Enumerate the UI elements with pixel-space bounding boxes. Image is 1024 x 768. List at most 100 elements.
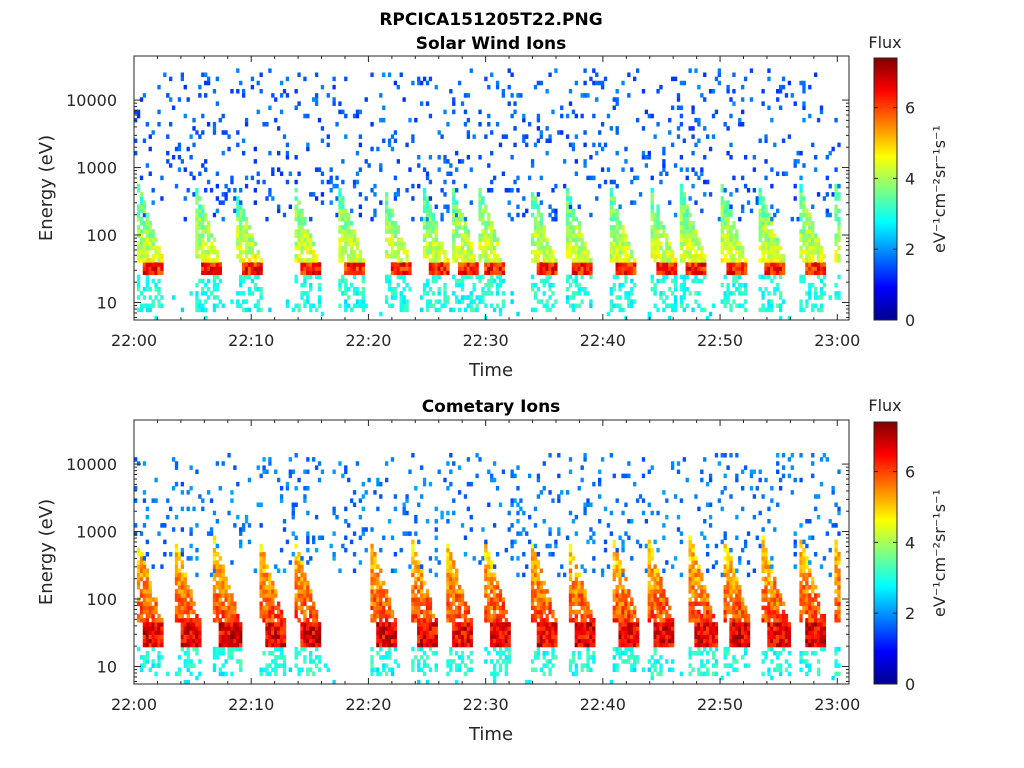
heatmap-cell [148, 589, 152, 594]
heatmap-cell [492, 249, 497, 255]
heatmap-cell [282, 212, 287, 218]
heatmap-cell [338, 249, 342, 255]
heatmap-cell [492, 175, 497, 181]
heatmap-cell [329, 167, 333, 172]
heatmap-cell [545, 613, 549, 619]
heatmap-cell [414, 593, 418, 598]
heatmap-cell [530, 233, 535, 238]
heatmap-cell [425, 249, 430, 255]
heatmap-cell [668, 258, 672, 263]
heatmap-cell [390, 622, 395, 627]
heatmap-cell [735, 287, 739, 292]
heatmap-cell [422, 671, 427, 677]
heatmap-cell [297, 241, 301, 247]
heatmap-cell [215, 552, 220, 557]
heatmap-cell [595, 97, 599, 102]
heatmap-cell [694, 200, 698, 205]
heatmap-cell [417, 572, 421, 578]
heatmap-cell [516, 204, 520, 210]
heatmap-cell [609, 245, 614, 251]
heatmap-cell [492, 270, 497, 276]
heatmap-cell [329, 179, 333, 185]
heatmap-cell [180, 72, 185, 78]
heatmap-cell [682, 196, 686, 201]
heatmap-cell [384, 216, 389, 222]
heatmap-cell [565, 212, 570, 218]
heatmap-cell [495, 597, 500, 602]
heatmap-cell [694, 278, 698, 284]
heatmap-cell [743, 282, 748, 288]
heatmap-cell [382, 667, 386, 673]
heatmap-cell [256, 465, 260, 470]
heatmap-cell [495, 258, 500, 263]
heatmap-cell [650, 225, 654, 230]
heatmap-cell [650, 233, 654, 238]
heatmap-cell [361, 278, 365, 284]
x-axis-label: Time [468, 360, 513, 381]
heatmap-cell [294, 241, 298, 247]
heatmap-cell [390, 212, 395, 218]
heatmap-cell [148, 295, 152, 300]
heatmap-cell [609, 258, 614, 263]
heatmap-cell [662, 146, 666, 152]
heatmap-cell [411, 539, 415, 545]
heatmap-cell [425, 613, 430, 619]
heatmap-cell [703, 126, 707, 131]
heatmap-cell [723, 122, 727, 127]
heatmap-cell [455, 299, 459, 304]
heatmap-cell [811, 245, 815, 251]
heatmap-cell [312, 630, 316, 635]
heatmap-cell [300, 295, 304, 300]
heatmap-cell [612, 303, 616, 309]
heatmap-cell [259, 601, 263, 607]
heatmap-cell [189, 155, 193, 160]
heatmap-cell [609, 204, 614, 210]
heatmap-cell [253, 282, 257, 288]
heatmap-cell [484, 245, 488, 251]
heatmap-cell [443, 295, 447, 300]
heatmap-cell [393, 646, 398, 652]
heatmap-cell [341, 225, 345, 230]
heatmap-cell [776, 262, 780, 267]
heatmap-cell [215, 585, 220, 590]
heatmap-cell [198, 134, 202, 139]
heatmap-cell [384, 622, 389, 627]
heatmap-cell [463, 258, 468, 263]
heatmap-cell [670, 303, 675, 309]
heatmap-cell [469, 626, 473, 631]
heatmap-cell [239, 254, 243, 259]
heatmap-cell [414, 597, 418, 602]
heatmap-cell [717, 80, 721, 86]
heatmap-cell [455, 630, 459, 635]
heatmap-cell [790, 216, 794, 222]
heatmap-cell [615, 208, 619, 214]
heatmap-cell [204, 270, 208, 276]
heatmap-cell [236, 212, 240, 218]
heatmap-cell [723, 233, 727, 238]
heatmap-cell [533, 560, 538, 565]
heatmap-cell [530, 667, 535, 673]
heatmap-cell [577, 245, 581, 251]
heatmap-cell [239, 212, 243, 218]
heatmap-cell [650, 237, 654, 243]
heatmap-cell [306, 638, 310, 644]
heatmap-cell [527, 514, 532, 520]
heatmap-cell [501, 134, 506, 139]
heatmap-cell [405, 498, 409, 503]
heatmap-cell [492, 667, 497, 673]
heatmap-cell [659, 245, 663, 251]
heatmap-cell [685, 287, 689, 292]
heatmap-cell [189, 626, 193, 631]
heatmap-cell [428, 626, 433, 631]
heatmap-cell [735, 258, 739, 263]
heatmap-cell [355, 109, 360, 115]
heatmap-cell [615, 245, 619, 251]
heatmap-cell [195, 630, 199, 635]
heatmap-cell [492, 278, 497, 284]
heatmap-cell [758, 307, 762, 313]
heatmap-cell [574, 113, 578, 119]
heatmap-cell [399, 245, 403, 251]
heatmap-cell [408, 270, 412, 276]
heatmap-cell [373, 560, 377, 565]
heatmap-cell [726, 221, 730, 226]
